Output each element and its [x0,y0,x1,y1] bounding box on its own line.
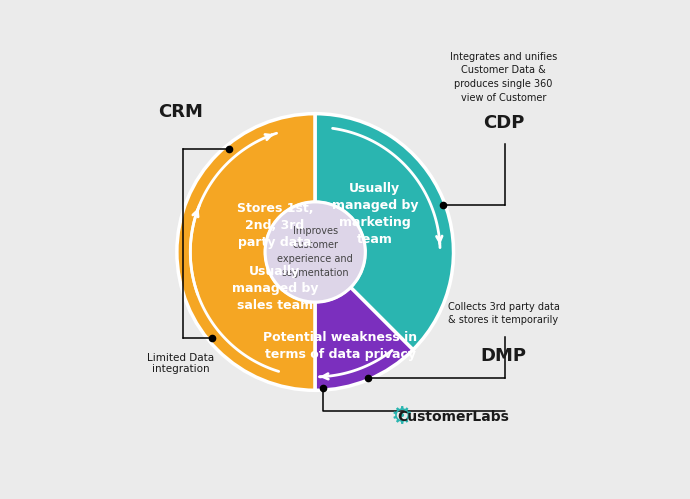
Text: Limited Data
integration: Limited Data integration [147,353,215,374]
Text: Collects 3rd party data
& stores it temporarily: Collects 3rd party data & stores it temp… [448,302,560,325]
Text: Usually
managed by
sales team: Usually managed by sales team [232,265,318,312]
Wedge shape [177,114,315,390]
Text: Potential weakness in
terms of data privacy: Potential weakness in terms of data priv… [263,331,417,361]
Text: ⚙: ⚙ [391,405,413,429]
Text: Improves
customer
experience and
segmentation: Improves customer experience and segment… [277,226,353,278]
Circle shape [265,202,365,302]
Wedge shape [315,287,413,390]
Text: CustomerLabs: CustomerLabs [397,410,509,424]
Text: Stores 1st,
2nd, 3rd
party data: Stores 1st, 2nd, 3rd party data [237,202,313,249]
Wedge shape [315,114,453,350]
Text: Integrates and unifies
Customer Data &
produces single 360
view of Customer: Integrates and unifies Customer Data & p… [450,52,557,103]
Text: DMP: DMP [480,347,526,365]
Text: Usually
managed by
marketing
team: Usually managed by marketing team [331,182,418,246]
Text: CRM: CRM [158,103,203,121]
Text: CDP: CDP [483,114,524,132]
